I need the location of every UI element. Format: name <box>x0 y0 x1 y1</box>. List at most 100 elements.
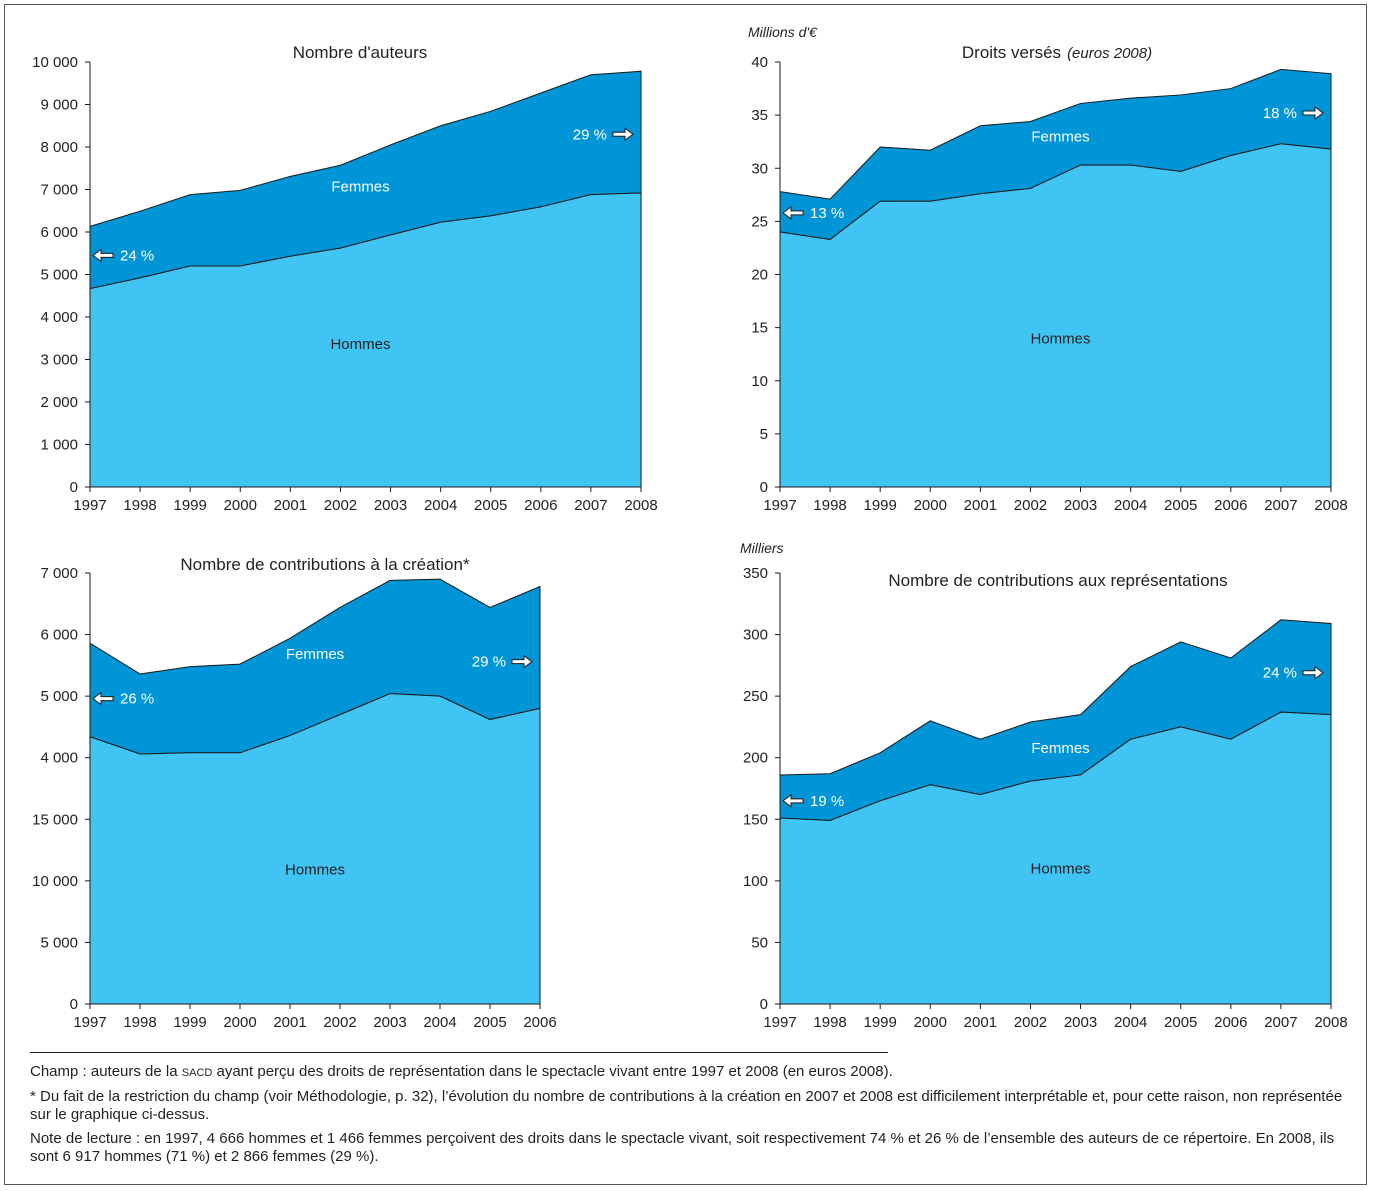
x-tick-label: 2000 <box>224 497 257 514</box>
y-tick-label: 3 000 <box>40 352 78 369</box>
x-tick-label: 2004 <box>424 497 457 514</box>
x-tick-label: 2003 <box>1064 1014 1097 1031</box>
series-hommes-area <box>779 711 1332 1005</box>
champ-note: Champ : auteurs de la sacd ayant perçu d… <box>30 1063 1350 1082</box>
arrow-right-icon <box>1302 665 1324 680</box>
x-tick-label: 2006 <box>1214 497 1247 514</box>
y-tick-label: 0 <box>760 479 768 496</box>
x-tick-label: 2005 <box>1164 1014 1197 1031</box>
x-tick-label: 1997 <box>763 497 796 514</box>
x-tick-label: 2004 <box>1114 1014 1147 1031</box>
chart-c1: 0 1 000 2 000 3 000 4 000 5 000 6 000 7 000 8 00… <box>32 43 658 514</box>
y-tick-label: 6 000 <box>40 627 78 644</box>
chart-title: Nombre de contributions à la création* <box>180 555 470 574</box>
y-tick-label: 5 <box>760 426 768 443</box>
x-tick-label: 2006 <box>524 497 557 514</box>
figure-frame <box>4 4 1367 1185</box>
y-tick-label: 40 <box>751 54 768 71</box>
chart-c4: 0 50 100 150 200 250 300 350 1997 1998 1999 2000 200… <box>740 540 1348 1031</box>
x-tick-label: 2002 <box>324 497 357 514</box>
x-tick-label: 2002 <box>323 1014 356 1031</box>
x-tick-label: 2006 <box>523 1014 556 1031</box>
x-tick-label: 1999 <box>173 497 206 514</box>
y-tick-label: 0 <box>70 996 78 1013</box>
y-tick-label: 2 000 <box>40 394 78 411</box>
area-label-femmes: Femmes <box>1031 740 1089 757</box>
series-hommes-area <box>89 192 642 488</box>
y-tick-label: 30 <box>751 160 768 177</box>
y-tick-label: 25 <box>751 213 768 230</box>
y-tick-label: 7 000 <box>40 182 78 199</box>
x-tick-label: 2002 <box>1014 497 1047 514</box>
x-tick-label: 2008 <box>624 497 657 514</box>
x-tick-label: 1997 <box>73 1014 106 1031</box>
unit-label: Millions d'€ <box>748 24 818 40</box>
x-tick-label: 2001 <box>274 497 307 514</box>
arrow-left-icon <box>92 691 114 706</box>
footnote: * Du fait de la restriction du champ (vo… <box>30 1088 1343 1123</box>
y-tick-label: 15 000 <box>32 811 78 828</box>
champ-text: Champ : auteurs de la <box>30 1063 182 1080</box>
y-tick-label: 5 000 <box>40 934 78 951</box>
arrow-left-icon <box>782 205 804 220</box>
x-tick-label: 2004 <box>1114 497 1147 514</box>
x-tick-label: 2007 <box>1264 497 1297 514</box>
area-label-femmes: Femmes <box>331 179 389 196</box>
y-tick-label: 200 <box>743 750 768 767</box>
x-tick-label: 2008 <box>1314 497 1347 514</box>
x-tick-label: 2001 <box>964 1014 997 1031</box>
y-tick-label: 300 <box>743 627 768 644</box>
x-tick-label: 1997 <box>73 497 106 514</box>
y-tick-label: 8 000 <box>40 139 78 156</box>
x-tick-label: 2007 <box>574 497 607 514</box>
chart-title: Nombre de contributions aux représentati… <box>888 571 1227 590</box>
chart-title: Droits versés (euros 2008) <box>962 43 1152 62</box>
y-tick-label: 250 <box>743 688 768 705</box>
arrow-right-icon <box>511 654 533 669</box>
y-tick-label: 350 <box>743 565 768 582</box>
area-label-hommes: Hommes <box>330 336 390 353</box>
x-tick-label: 1997 <box>763 1014 796 1031</box>
x-tick-label: 2007 <box>1264 1014 1297 1031</box>
share-annotation: 29 % <box>573 126 607 143</box>
y-tick-label: 10 000 <box>32 54 78 71</box>
x-tick-label: 2003 <box>1064 497 1097 514</box>
series-hommes-area <box>89 693 541 1005</box>
x-tick-label: 1998 <box>123 1014 156 1031</box>
sacd-acronym: sacd <box>181 1067 213 1079</box>
x-tick-label: 2002 <box>1014 1014 1047 1031</box>
y-tick-label: 50 <box>751 934 768 951</box>
x-tick-label: 2000 <box>223 1014 256 1031</box>
x-tick-label: 2005 <box>473 1014 506 1031</box>
area-label-hommes: Hommes <box>1031 860 1091 877</box>
x-tick-label: 2000 <box>914 1014 947 1031</box>
y-tick-label: 10 000 <box>32 873 78 890</box>
y-tick-label: 10 <box>751 373 768 390</box>
x-tick-label: 2001 <box>964 497 997 514</box>
x-tick-label: 1998 <box>813 497 846 514</box>
y-tick-label: 5 000 <box>40 267 78 284</box>
y-tick-label: 4 000 <box>40 750 78 767</box>
x-tick-label: 2001 <box>273 1014 306 1031</box>
share-annotation: 26 % <box>120 691 154 708</box>
x-tick-label: 1999 <box>863 1014 896 1031</box>
unit-label: Milliers <box>740 540 784 556</box>
x-tick-label: 2004 <box>423 1014 456 1031</box>
y-tick-label: 1 000 <box>40 437 78 454</box>
y-tick-label: 0 <box>760 996 768 1013</box>
arrow-left-icon <box>92 248 114 263</box>
x-tick-label: 1999 <box>173 1014 206 1031</box>
arrow-left-icon <box>782 793 804 808</box>
chart-title: Nombre d'auteurs <box>293 43 428 62</box>
share-annotation: 18 % <box>1263 105 1297 122</box>
champ-text-end: ayant perçu des droits de représentation… <box>212 1063 893 1080</box>
y-tick-label: 6 000 <box>40 224 78 241</box>
share-annotation: 24 % <box>120 247 154 264</box>
arrow-right-icon <box>612 127 634 142</box>
y-tick-label: 100 <box>743 873 768 890</box>
notes-divider <box>30 1052 888 1053</box>
x-tick-label: 2003 <box>373 1014 406 1031</box>
y-tick-label: 35 <box>751 107 768 124</box>
y-tick-label: 150 <box>743 811 768 828</box>
share-annotation: 19 % <box>810 793 844 810</box>
